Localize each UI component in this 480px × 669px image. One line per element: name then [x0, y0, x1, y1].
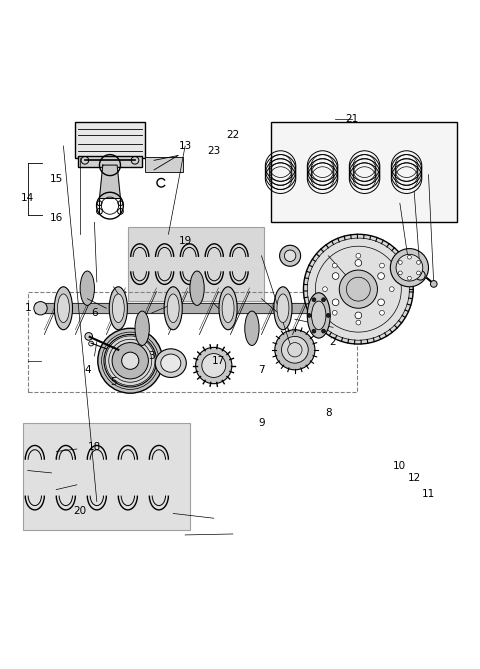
Circle shape — [380, 263, 384, 268]
Ellipse shape — [80, 271, 95, 305]
Ellipse shape — [307, 293, 330, 338]
Circle shape — [417, 271, 420, 275]
Text: 17: 17 — [212, 356, 225, 366]
Text: 4: 4 — [84, 365, 91, 375]
Text: 12: 12 — [408, 473, 421, 482]
Text: 13: 13 — [179, 141, 192, 151]
Circle shape — [390, 249, 429, 287]
Circle shape — [196, 347, 232, 383]
Circle shape — [356, 320, 361, 325]
Polygon shape — [35, 304, 345, 313]
Circle shape — [112, 343, 148, 379]
Circle shape — [332, 263, 337, 268]
Text: 21: 21 — [346, 114, 359, 124]
Circle shape — [307, 314, 311, 317]
Bar — [28, 292, 357, 392]
Text: 19: 19 — [179, 236, 192, 246]
Bar — [144, 157, 183, 172]
Circle shape — [332, 273, 339, 280]
Ellipse shape — [135, 311, 149, 345]
Text: 2: 2 — [330, 337, 336, 347]
Ellipse shape — [277, 294, 289, 322]
Ellipse shape — [222, 294, 234, 322]
Bar — [271, 122, 457, 222]
Circle shape — [284, 250, 296, 262]
Ellipse shape — [161, 354, 181, 372]
Circle shape — [34, 302, 47, 315]
Circle shape — [98, 328, 163, 393]
Circle shape — [431, 280, 437, 287]
Circle shape — [417, 260, 420, 264]
Circle shape — [303, 234, 413, 344]
Circle shape — [378, 273, 384, 280]
Circle shape — [322, 298, 325, 302]
Circle shape — [380, 310, 384, 315]
Ellipse shape — [54, 287, 72, 330]
Text: 5: 5 — [110, 377, 117, 387]
Bar — [75, 122, 144, 158]
Circle shape — [332, 310, 337, 315]
Text: 22: 22 — [226, 130, 240, 140]
Circle shape — [356, 254, 361, 258]
Circle shape — [398, 271, 402, 275]
Circle shape — [355, 260, 362, 266]
Ellipse shape — [112, 294, 124, 322]
Circle shape — [355, 312, 362, 318]
Ellipse shape — [219, 287, 237, 330]
Ellipse shape — [109, 287, 127, 330]
Text: 6: 6 — [91, 308, 98, 318]
Text: 8: 8 — [325, 408, 332, 418]
Circle shape — [396, 254, 423, 281]
Circle shape — [326, 314, 330, 317]
Text: 15: 15 — [49, 175, 63, 185]
Ellipse shape — [164, 287, 182, 330]
Text: 1: 1 — [24, 303, 31, 313]
Circle shape — [323, 287, 327, 292]
Ellipse shape — [156, 349, 186, 377]
Ellipse shape — [167, 294, 179, 322]
Ellipse shape — [58, 294, 70, 322]
Text: 14: 14 — [21, 193, 34, 203]
Circle shape — [408, 276, 411, 280]
Circle shape — [322, 329, 325, 333]
Circle shape — [408, 256, 411, 259]
Circle shape — [389, 287, 394, 292]
Ellipse shape — [312, 301, 326, 330]
Circle shape — [307, 238, 409, 341]
Circle shape — [339, 270, 377, 308]
Bar — [128, 227, 264, 301]
Circle shape — [275, 330, 315, 370]
Circle shape — [332, 299, 339, 306]
Bar — [78, 155, 142, 167]
Circle shape — [398, 260, 402, 264]
Circle shape — [312, 329, 316, 333]
Circle shape — [416, 270, 425, 280]
Circle shape — [280, 246, 300, 266]
Text: 20: 20 — [73, 506, 87, 516]
Circle shape — [281, 337, 308, 363]
Circle shape — [121, 352, 139, 369]
Text: 9: 9 — [258, 417, 265, 427]
Circle shape — [85, 332, 93, 341]
Text: 7: 7 — [258, 365, 265, 375]
Text: 23: 23 — [207, 146, 220, 156]
Ellipse shape — [245, 311, 259, 345]
Text: 18: 18 — [88, 442, 101, 452]
Circle shape — [378, 299, 384, 306]
Text: 16: 16 — [49, 213, 63, 223]
Circle shape — [312, 298, 316, 302]
Text: 10: 10 — [393, 461, 407, 471]
Text: 11: 11 — [422, 489, 435, 499]
Text: 3: 3 — [148, 351, 155, 361]
Circle shape — [202, 354, 226, 377]
Circle shape — [104, 334, 156, 387]
Polygon shape — [99, 165, 120, 199]
Ellipse shape — [274, 287, 292, 330]
Bar — [23, 423, 190, 530]
Ellipse shape — [190, 271, 204, 305]
